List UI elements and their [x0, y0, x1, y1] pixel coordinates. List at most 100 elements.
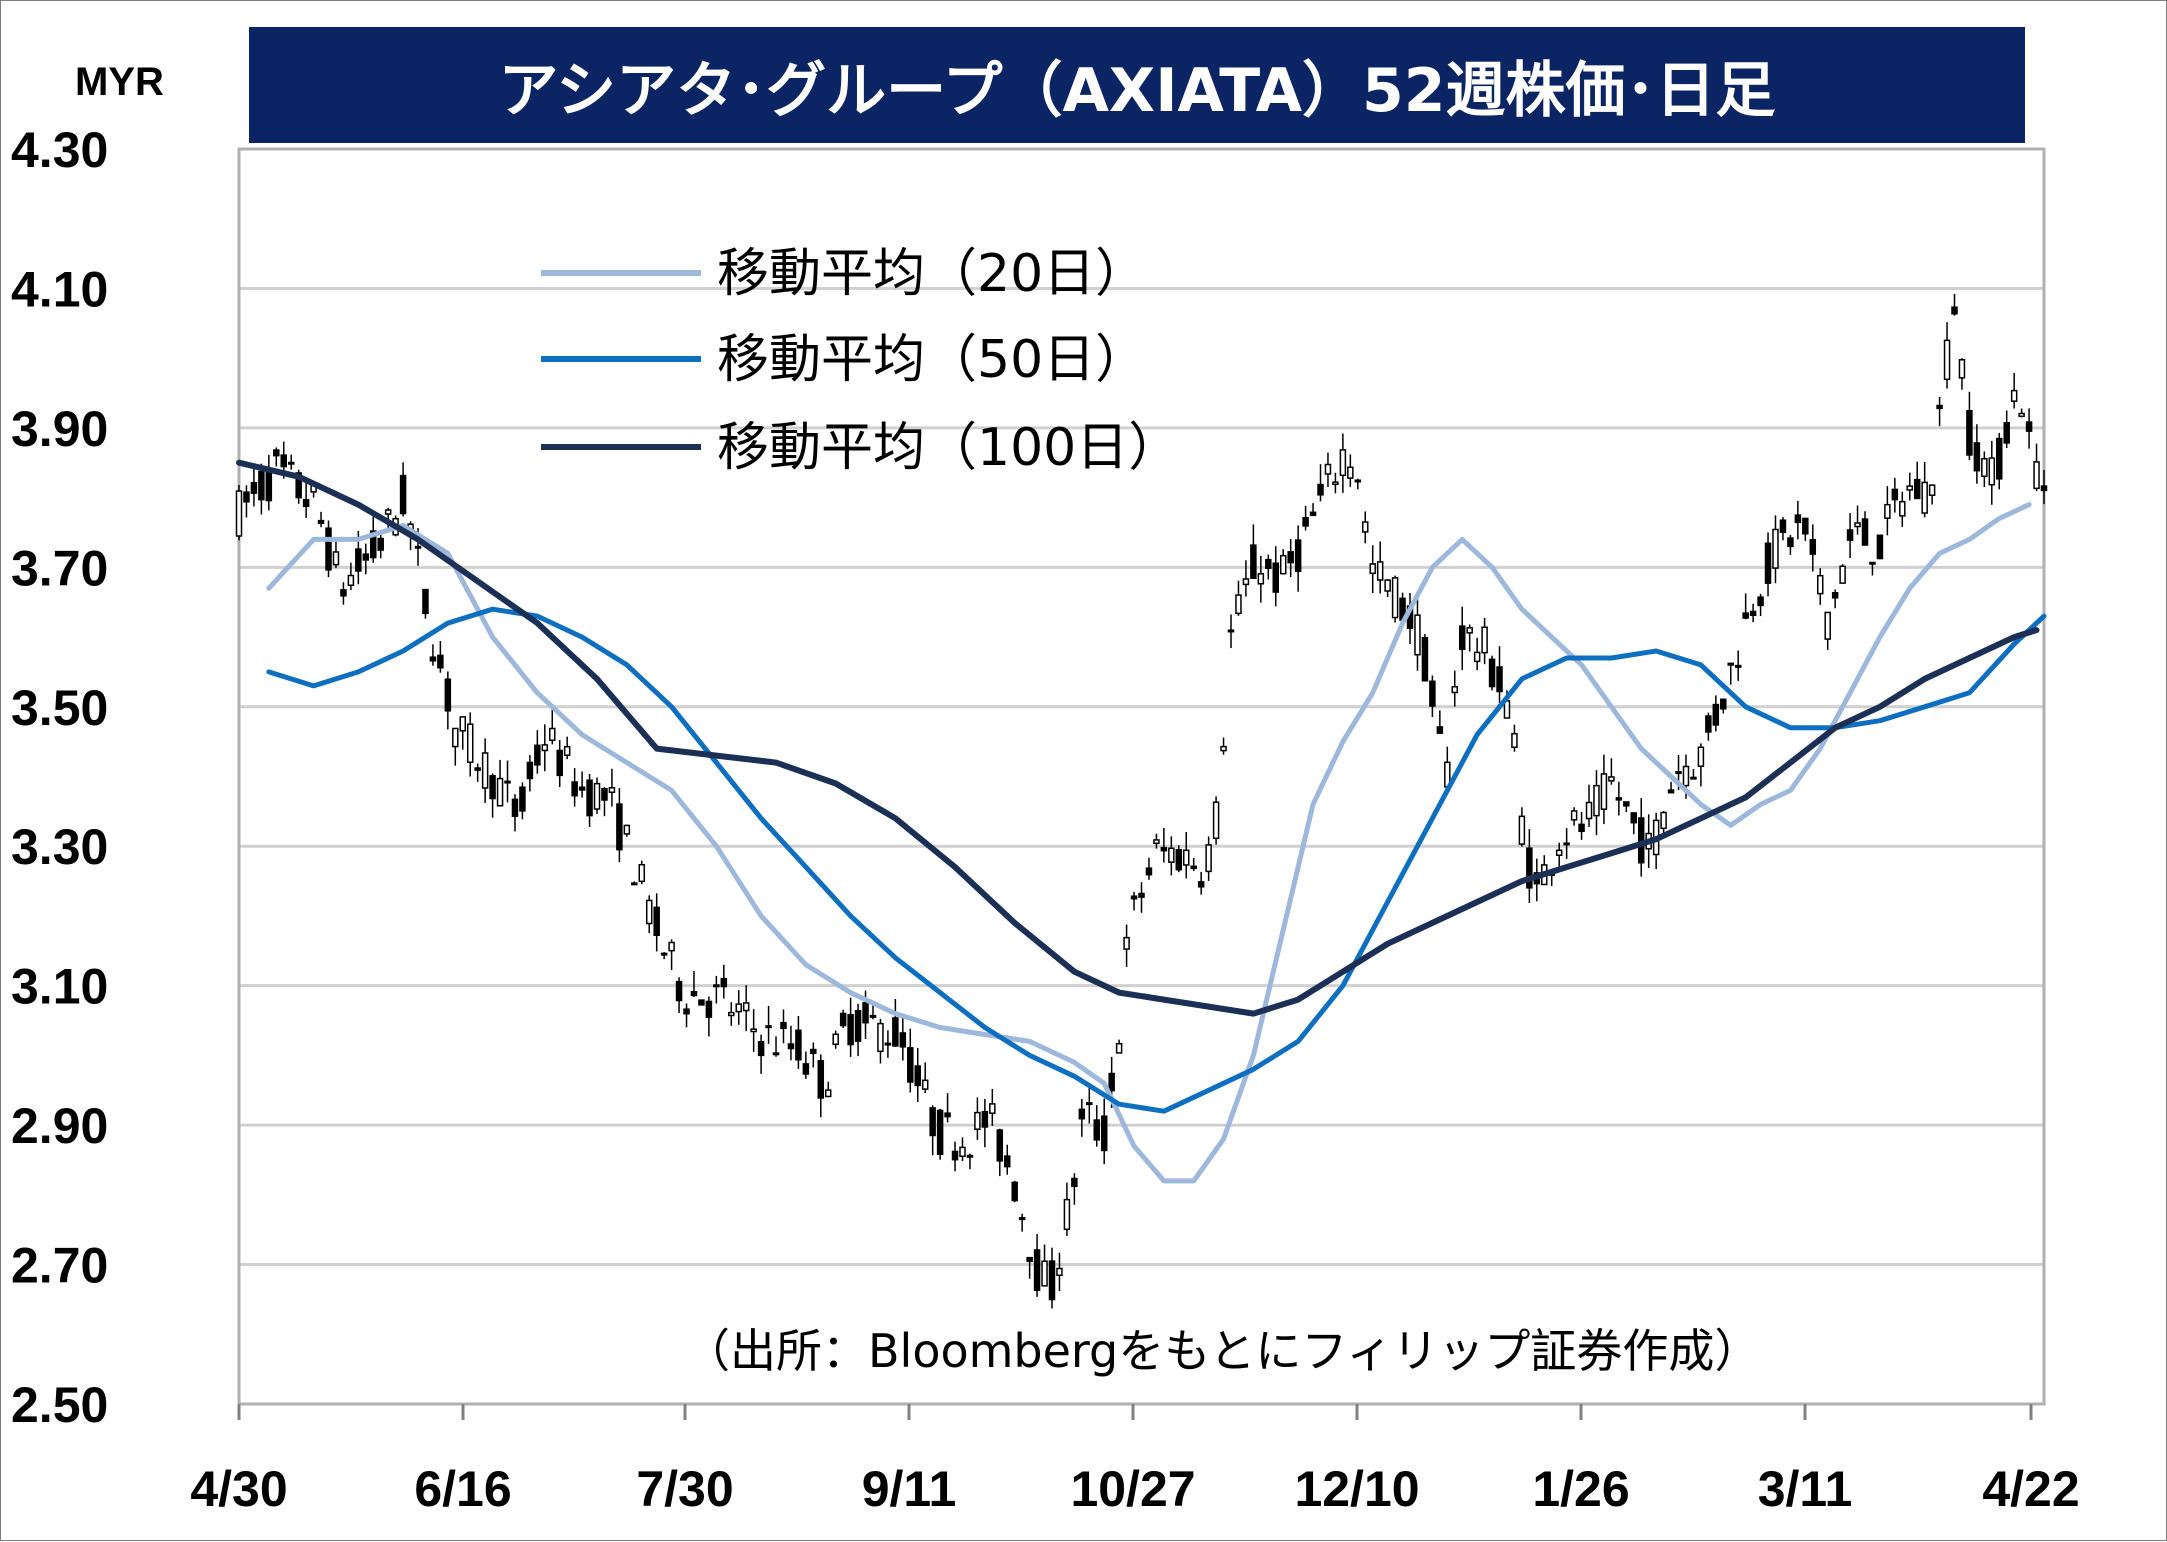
candle-body — [1339, 449, 1347, 477]
candle-body — [1429, 680, 1436, 707]
y-tick-label: 3.10 — [11, 959, 108, 1015]
candle-body — [899, 1032, 907, 1048]
candle-body — [1936, 404, 1943, 410]
candle-body — [1988, 457, 1996, 486]
candle-body — [1958, 359, 1966, 379]
candle-body — [1168, 847, 1175, 863]
candle-body — [1153, 839, 1160, 845]
candle-body — [936, 1109, 944, 1156]
candle-body — [795, 1029, 802, 1061]
candle-body — [1026, 1256, 1033, 1262]
candle-body — [1294, 539, 1302, 572]
candle-body — [317, 519, 325, 524]
candle-body — [1362, 521, 1369, 533]
x-tick-label: 6/16 — [414, 1461, 511, 1517]
candle-body — [1391, 577, 1399, 619]
candle-body — [832, 1033, 839, 1046]
candle-body — [1369, 563, 1376, 575]
candle-body — [750, 1028, 757, 1033]
candle-body — [638, 863, 646, 883]
candle-body — [1086, 1102, 1093, 1106]
candle-body — [1600, 773, 1608, 810]
candle-body — [1869, 561, 1876, 565]
candle-body — [1123, 936, 1130, 950]
candle-body — [1421, 636, 1429, 682]
candle-body — [847, 1014, 854, 1046]
candle-body — [907, 1047, 914, 1083]
x-tick-label: 4/30 — [190, 1461, 287, 1517]
candle-body — [854, 1009, 862, 1042]
candle-body — [1764, 542, 1772, 584]
candle-body — [280, 454, 288, 468]
candle-body — [623, 824, 631, 835]
candle-body — [1526, 847, 1533, 889]
candle-body — [571, 781, 578, 797]
candle-body — [1100, 1115, 1108, 1152]
candle-body — [273, 449, 280, 457]
candle-body — [1742, 612, 1749, 619]
legend-label-ma20: 移動平均（20日） — [717, 244, 1147, 304]
candle-body — [1951, 306, 1958, 315]
candle-body — [772, 1052, 780, 1056]
candle-body — [1928, 484, 1936, 496]
candle-body — [474, 767, 481, 771]
candle-body — [1436, 726, 1444, 734]
candle-body — [892, 1017, 899, 1047]
candle-body — [1145, 867, 1153, 876]
y-tick-label: 3.90 — [11, 401, 108, 457]
candle-body — [713, 984, 720, 988]
candle-body — [1690, 776, 1697, 780]
candle-body — [1660, 811, 1667, 830]
candle-body — [1943, 339, 1951, 381]
candle-body — [325, 527, 332, 571]
candle-body — [660, 952, 668, 956]
candle-body — [1705, 715, 1712, 733]
candle-body — [1913, 478, 1921, 500]
chart-title: アシアタ･グループ（AXIATA）52週株価･日足 — [499, 56, 1776, 126]
candle-body — [1839, 565, 1846, 584]
candle-body — [1981, 458, 1988, 478]
x-tick-label: 12/10 — [1294, 1461, 1419, 1517]
candle-body — [1190, 865, 1197, 870]
candle-body — [340, 589, 347, 597]
candle-body — [787, 1043, 795, 1050]
candle-body — [437, 654, 444, 669]
candle-body — [1108, 1072, 1115, 1092]
candle-body — [563, 745, 571, 756]
candle-body — [1354, 479, 1362, 483]
candle-body — [1966, 410, 1973, 456]
candle-body — [1876, 534, 1884, 560]
candle-body — [1302, 517, 1309, 527]
candle-body — [1667, 789, 1675, 794]
candle-body — [1831, 592, 1839, 599]
candle-body — [1458, 625, 1466, 651]
y-tick-label: 3.30 — [11, 819, 108, 875]
candle-body — [1787, 537, 1794, 548]
candle-body — [2010, 389, 2018, 402]
candle-body — [1854, 522, 1861, 528]
candle-body — [1183, 849, 1190, 866]
candle-body — [414, 545, 422, 549]
candle-body — [683, 1008, 690, 1015]
candle-body — [921, 1079, 929, 1090]
candle-body — [944, 1112, 951, 1118]
candle-body — [370, 530, 377, 559]
legend-label-ma50: 移動平均（50日） — [717, 330, 1147, 390]
candle-body — [1279, 554, 1287, 575]
candle-body — [1809, 538, 1817, 555]
candle-body — [1846, 529, 1854, 541]
candle-body — [742, 1002, 750, 1012]
candle-body — [332, 551, 340, 566]
candle-body — [1563, 842, 1570, 846]
candle-body — [675, 980, 683, 1002]
candle-body — [974, 1111, 981, 1130]
candle-body — [347, 574, 355, 586]
candle-body — [1451, 685, 1459, 694]
candle-body — [429, 656, 437, 662]
candle-body — [1138, 892, 1145, 898]
candle-body — [1347, 466, 1354, 479]
candle-body — [914, 1065, 921, 1087]
candle-body — [705, 1000, 713, 1018]
